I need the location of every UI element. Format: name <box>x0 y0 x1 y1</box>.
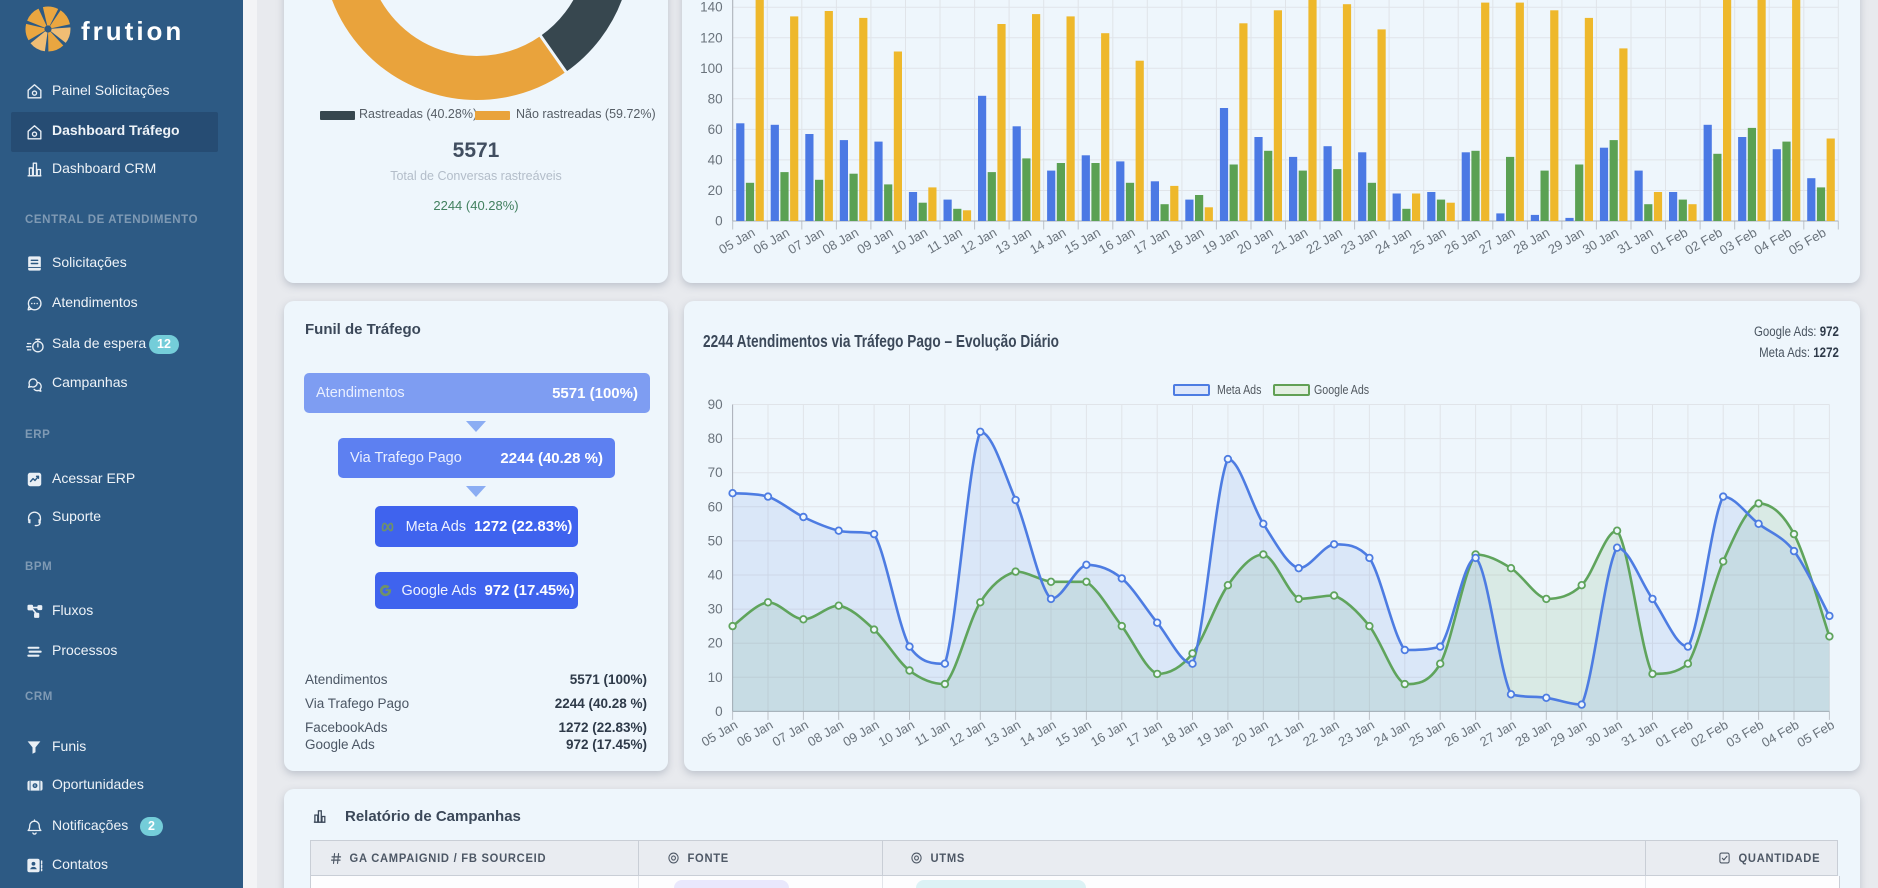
svg-text:120: 120 <box>700 30 723 45</box>
svg-text:12 Jan: 12 Jan <box>946 717 987 750</box>
svg-text:20 Jan: 20 Jan <box>1229 717 1270 750</box>
svg-text:03 Feb: 03 Feb <box>1724 717 1767 750</box>
svg-text:100: 100 <box>700 61 723 76</box>
svg-text:07 Jan: 07 Jan <box>785 225 826 258</box>
svg-text:05 Jan: 05 Jan <box>716 225 757 258</box>
svg-text:21 Jan: 21 Jan <box>1269 225 1310 258</box>
svg-text:17 Jan: 17 Jan <box>1123 717 1164 750</box>
svg-text:05 Feb: 05 Feb <box>1794 717 1837 750</box>
svg-text:30 Jan: 30 Jan <box>1580 225 1621 258</box>
svg-text:29 Jan: 29 Jan <box>1548 717 1589 750</box>
svg-text:02 Feb: 02 Feb <box>1688 717 1731 750</box>
svg-text:07 Jan: 07 Jan <box>770 717 811 750</box>
svg-text:24 Jan: 24 Jan <box>1373 225 1414 258</box>
svg-text:28 Jan: 28 Jan <box>1512 717 1553 750</box>
svg-text:01 Feb: 01 Feb <box>1648 225 1691 258</box>
svg-text:18 Jan: 18 Jan <box>1165 225 1206 258</box>
svg-text:140: 140 <box>700 0 723 15</box>
svg-text:24 Jan: 24 Jan <box>1371 717 1412 750</box>
svg-text:05 Jan: 05 Jan <box>699 717 740 750</box>
svg-text:17 Jan: 17 Jan <box>1131 225 1172 258</box>
svg-text:08 Jan: 08 Jan <box>805 717 846 750</box>
svg-text:06 Jan: 06 Jan <box>751 225 792 258</box>
svg-text:26 Jan: 26 Jan <box>1442 225 1483 258</box>
svg-text:50: 50 <box>708 533 723 548</box>
svg-text:15 Jan: 15 Jan <box>1062 225 1103 258</box>
svg-text:40: 40 <box>708 568 723 583</box>
svg-text:09 Jan: 09 Jan <box>840 717 881 750</box>
svg-text:16 Jan: 16 Jan <box>1096 225 1137 258</box>
svg-text:30 Jan: 30 Jan <box>1583 717 1624 750</box>
svg-text:80: 80 <box>708 91 723 106</box>
svg-text:70: 70 <box>708 465 723 480</box>
svg-text:31 Jan: 31 Jan <box>1619 717 1660 750</box>
svg-text:23 Jan: 23 Jan <box>1338 225 1379 258</box>
svg-text:04 Feb: 04 Feb <box>1759 717 1802 750</box>
svg-text:09 Jan: 09 Jan <box>854 225 895 258</box>
svg-text:90: 90 <box>708 397 723 412</box>
svg-text:27 Jan: 27 Jan <box>1477 717 1518 750</box>
svg-text:0: 0 <box>715 704 723 719</box>
svg-text:13 Jan: 13 Jan <box>993 225 1034 258</box>
svg-text:19 Jan: 19 Jan <box>1200 225 1241 258</box>
svg-text:25 Jan: 25 Jan <box>1406 717 1447 750</box>
svg-text:60: 60 <box>708 499 723 514</box>
svg-text:23 Jan: 23 Jan <box>1336 717 1377 750</box>
svg-text:03 Feb: 03 Feb <box>1717 225 1760 258</box>
svg-text:01 Feb: 01 Feb <box>1653 717 1696 750</box>
svg-text:20 Jan: 20 Jan <box>1234 225 1275 258</box>
svg-text:11 Jan: 11 Jan <box>912 717 952 749</box>
svg-text:15 Jan: 15 Jan <box>1053 717 1094 750</box>
svg-text:10: 10 <box>708 670 723 685</box>
svg-text:22 Jan: 22 Jan <box>1300 717 1341 750</box>
svg-text:05 Feb: 05 Feb <box>1786 225 1829 258</box>
svg-text:06 Jan: 06 Jan <box>734 717 775 750</box>
svg-text:14 Jan: 14 Jan <box>1027 225 1068 258</box>
svg-text:31 Jan: 31 Jan <box>1614 225 1655 258</box>
svg-text:60: 60 <box>708 122 723 137</box>
svg-text:80: 80 <box>708 431 723 446</box>
svg-text:13 Jan: 13 Jan <box>982 717 1023 750</box>
svg-text:11 Jan: 11 Jan <box>924 225 964 257</box>
svg-text:20: 20 <box>708 183 723 198</box>
svg-text:26 Jan: 26 Jan <box>1442 717 1483 750</box>
svg-text:19 Jan: 19 Jan <box>1194 717 1235 750</box>
svg-text:20: 20 <box>708 636 723 651</box>
svg-text:25 Jan: 25 Jan <box>1407 225 1448 258</box>
svg-text:04 Feb: 04 Feb <box>1751 225 1794 258</box>
svg-text:40: 40 <box>708 152 723 167</box>
svg-text:10 Jan: 10 Jan <box>876 717 917 750</box>
svg-text:22 Jan: 22 Jan <box>1303 225 1344 258</box>
svg-text:10 Jan: 10 Jan <box>889 225 930 258</box>
svg-text:30: 30 <box>708 602 723 617</box>
svg-text:12 Jan: 12 Jan <box>958 225 999 258</box>
svg-text:02 Feb: 02 Feb <box>1682 225 1725 258</box>
svg-text:08 Jan: 08 Jan <box>820 225 861 258</box>
svg-text:29 Jan: 29 Jan <box>1545 225 1586 258</box>
svg-text:21 Jan: 21 Jan <box>1265 717 1306 750</box>
svg-text:14 Jan: 14 Jan <box>1017 717 1058 750</box>
svg-text:0: 0 <box>715 214 723 229</box>
svg-text:28 Jan: 28 Jan <box>1511 225 1552 258</box>
svg-text:27 Jan: 27 Jan <box>1476 225 1517 258</box>
svg-text:18 Jan: 18 Jan <box>1159 717 1200 750</box>
svg-text:16 Jan: 16 Jan <box>1088 717 1129 750</box>
